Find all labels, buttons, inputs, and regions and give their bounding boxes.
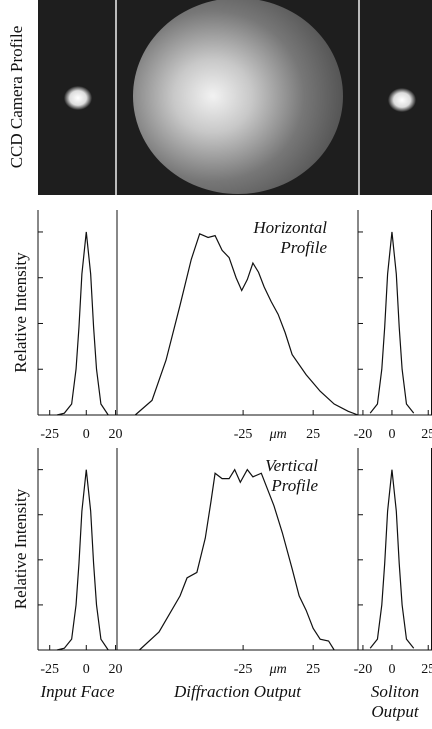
x-tick-label: 0 — [83, 662, 90, 677]
x-tick-label: -20 — [354, 662, 373, 677]
y-axis-label: Relative Intensity — [11, 252, 30, 373]
x-tick-label: 25 — [421, 427, 432, 442]
x-axis-label: μm — [269, 662, 287, 677]
x-tick-label: -20 — [354, 427, 373, 442]
column-label: Soliton Output — [370, 682, 420, 721]
x-tick-label: 20 — [109, 427, 123, 442]
ccd-image — [38, 0, 432, 195]
line — [134, 232, 359, 416]
x-axis-label: μm — [269, 427, 287, 442]
column-label: Diffraction Output — [173, 682, 302, 701]
column-label: Input Face — [40, 682, 115, 701]
annotation: Vertical Profile — [265, 456, 318, 495]
x-tick-label: -25 — [40, 427, 59, 442]
x-tick-label: 0 — [388, 662, 395, 677]
x-tick-label: 25 — [306, 427, 320, 442]
x-tick-label: -25 — [234, 427, 253, 442]
line — [369, 469, 415, 649]
x-tick-label: -25 — [40, 662, 59, 677]
x-tick-label: -25 — [234, 662, 253, 677]
x-tick-label: 0 — [83, 427, 90, 442]
x-tick-label: 0 — [388, 427, 395, 442]
line — [139, 468, 335, 651]
x-tick-label: 20 — [109, 662, 123, 677]
x-tick-label: 25 — [306, 662, 320, 677]
y-axis-label: Relative Intensity — [11, 488, 30, 609]
image-label: CCD Camera Profile — [7, 26, 26, 169]
line — [56, 231, 109, 416]
line — [369, 231, 415, 414]
line — [56, 469, 109, 651]
annotation: Horizontal Profile — [253, 218, 327, 257]
x-tick-label: 25 — [421, 662, 432, 677]
